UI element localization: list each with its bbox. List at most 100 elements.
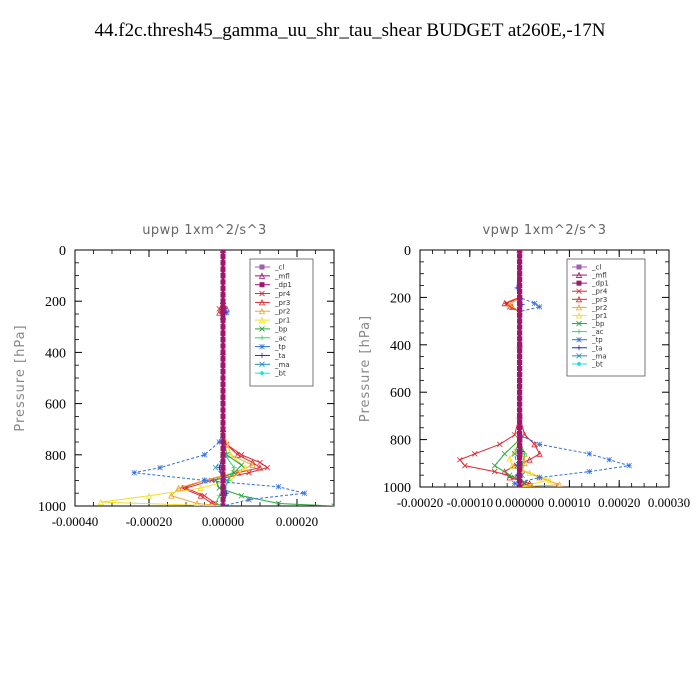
legend-label: _dp1 <box>591 280 609 288</box>
data-point <box>220 324 226 330</box>
data-point <box>457 456 463 463</box>
data-point <box>536 450 543 457</box>
data-point <box>201 477 208 484</box>
data-point <box>220 497 226 503</box>
data-point <box>517 306 523 312</box>
data-point <box>264 464 271 471</box>
legend-label: _ma <box>274 361 290 369</box>
data-point <box>175 484 182 491</box>
data-point <box>220 260 226 266</box>
series-line-pr2 <box>170 250 254 506</box>
data-point <box>586 468 593 475</box>
data-point <box>506 474 513 481</box>
data-point <box>517 271 523 277</box>
data-point <box>168 492 175 499</box>
series-line-pr3 <box>503 250 541 487</box>
data-point <box>521 431 528 438</box>
data-point <box>220 426 226 432</box>
legend-label: _tp <box>274 343 286 351</box>
legend-marker <box>259 290 265 297</box>
legend-label: _pr2 <box>274 308 290 316</box>
legend-marker <box>259 370 265 376</box>
legend-label: _ta <box>274 352 286 360</box>
data-point <box>157 464 163 471</box>
data-point <box>531 440 538 448</box>
data-point <box>220 490 226 496</box>
legend-marker <box>576 288 582 295</box>
y-tick-label: 0 <box>404 244 411 259</box>
data-point <box>517 336 523 342</box>
data-point <box>145 492 153 499</box>
data-point <box>212 464 219 471</box>
x-tick-label: 0.00030 <box>648 495 690 510</box>
data-point <box>517 425 523 431</box>
data-point <box>517 377 523 383</box>
data-point <box>246 496 252 503</box>
data-point <box>275 500 282 506</box>
legend-marker <box>259 282 265 288</box>
legend-marker <box>576 345 582 351</box>
data-point <box>220 349 226 355</box>
data-point <box>491 468 498 475</box>
data-point <box>220 305 226 311</box>
data-point <box>517 342 523 348</box>
y-tick-label: 800 <box>45 449 66 464</box>
data-point <box>220 266 226 272</box>
data-point <box>220 420 226 426</box>
data-point <box>506 301 513 308</box>
y-tick-label: 400 <box>45 346 66 361</box>
data-point <box>506 472 513 478</box>
legend-marker <box>258 307 266 315</box>
data-point <box>517 288 523 294</box>
data-point <box>131 469 137 476</box>
x-tick-label: 0.000000 <box>495 495 544 510</box>
x-tick-label: 0.00020 <box>276 514 318 529</box>
data-point <box>220 330 226 336</box>
data-point <box>517 265 523 271</box>
data-point <box>517 277 523 283</box>
data-point <box>517 383 523 389</box>
y-tick-label: 200 <box>390 291 411 306</box>
data-point <box>517 431 523 437</box>
data-point <box>220 292 226 298</box>
data-point <box>220 484 226 490</box>
data-point <box>517 253 523 259</box>
data-point <box>511 432 518 438</box>
figure-title: 44.f2c.thresh45_gamma_uu_shr_tau_shear B… <box>94 20 606 41</box>
legend-marker <box>575 312 583 319</box>
data-point <box>220 285 226 291</box>
x-tick-label: -0.00040 <box>52 514 99 529</box>
data-point <box>517 437 523 443</box>
legend-label: _pr3 <box>591 296 607 304</box>
data-point <box>194 500 201 506</box>
data-point <box>197 484 204 491</box>
data-point <box>220 503 226 506</box>
data-point <box>238 462 245 468</box>
legend-marker <box>259 361 265 368</box>
y-tick-label: 600 <box>390 386 411 401</box>
x-tick-label: 0.00010 <box>548 495 590 510</box>
legend-marker <box>575 303 583 311</box>
data-point <box>517 389 523 395</box>
legend-label: _ac <box>274 334 287 342</box>
data-point <box>517 300 523 306</box>
data-point <box>517 318 523 324</box>
x-tick-label: -0.00020 <box>126 514 173 529</box>
data-point <box>220 471 226 477</box>
data-point <box>220 388 226 394</box>
legend-label: _pr1 <box>591 312 607 320</box>
data-point <box>606 456 612 463</box>
legend-marker <box>576 280 582 286</box>
data-point <box>220 369 226 375</box>
data-point <box>242 464 249 471</box>
data-point <box>201 452 208 458</box>
upwp-panel: upwp 1xm^2/s^3 Pressure [hPa] 0 200 400 600 80… <box>13 223 335 529</box>
legend-label: _pr3 <box>274 299 290 307</box>
data-point <box>517 466 523 472</box>
data-point <box>220 445 226 451</box>
legend-marker <box>576 264 582 270</box>
legend-marker <box>258 272 266 279</box>
data-point <box>517 366 523 371</box>
data-point <box>517 413 523 419</box>
data-point <box>517 250 523 253</box>
